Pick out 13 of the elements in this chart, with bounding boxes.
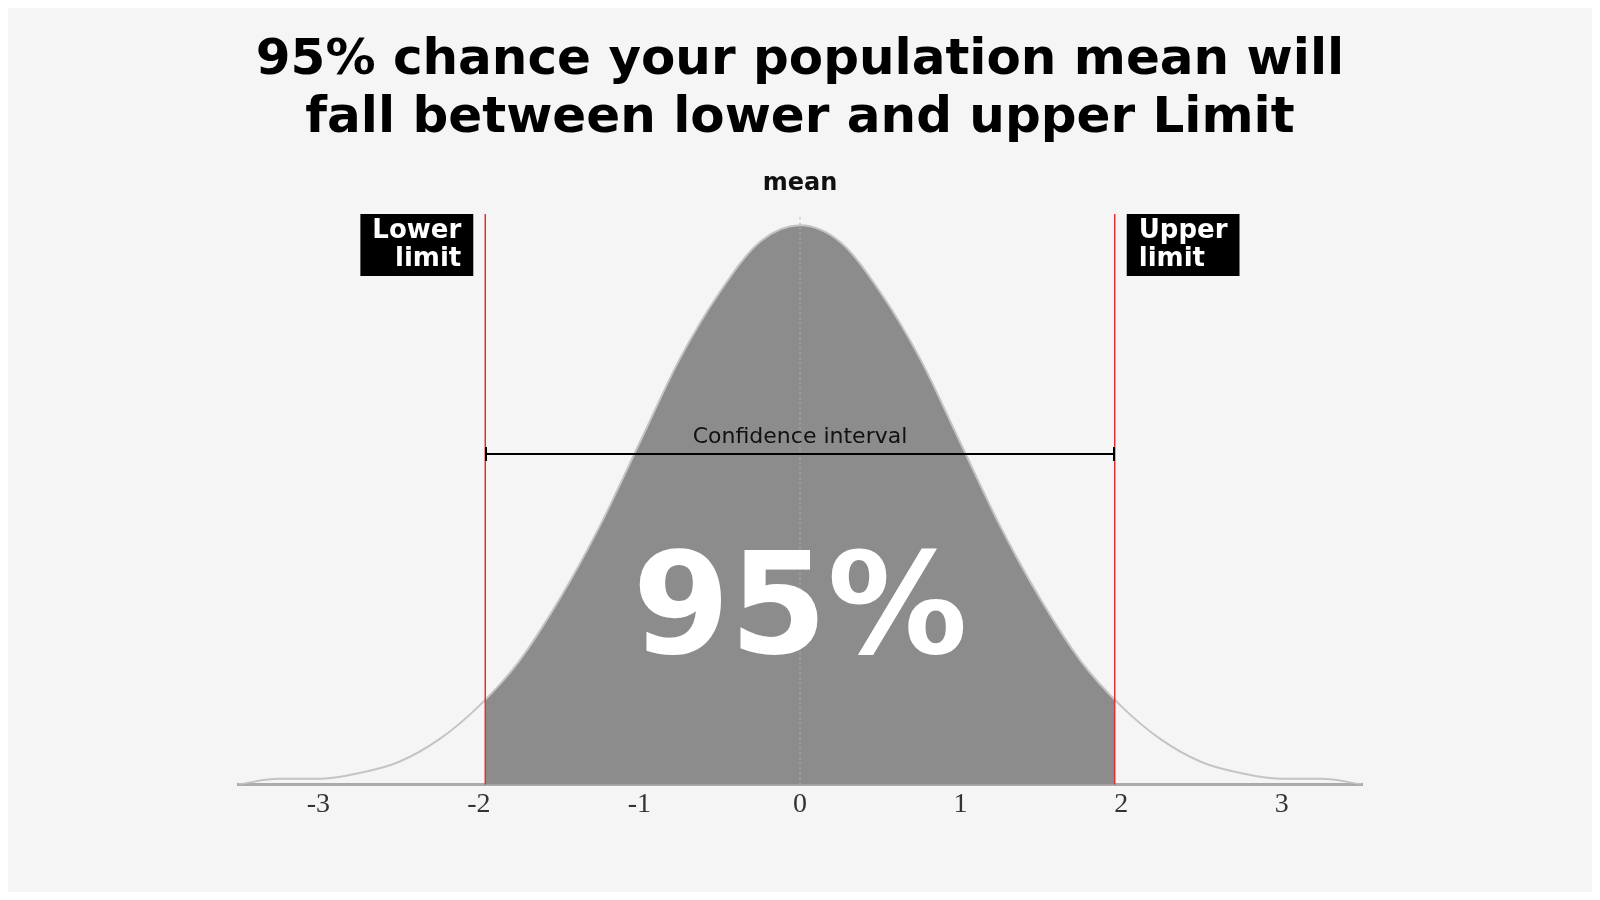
ref-line-label: mean [762, 168, 838, 197]
x-tick-label: 2 [1114, 786, 1129, 818]
ref-line-label: Upper limit [1138, 213, 1228, 272]
chart-title: 95% chance your population mean will fall between lower and upper Limit [254, 27, 1346, 144]
x-tick-label: -2 [467, 786, 491, 818]
x-tick-label: -1 [627, 786, 652, 818]
annotation: Confidence interval [692, 423, 908, 449]
x-tick-label: 0 [793, 786, 807, 818]
x-tick-label: 3 [1274, 786, 1289, 818]
x-tick-label: 1 [953, 786, 968, 818]
annotation: 95% [632, 523, 968, 687]
x-tick-label: -3 [306, 786, 330, 818]
ref-line-label: Lower limit [372, 213, 462, 272]
